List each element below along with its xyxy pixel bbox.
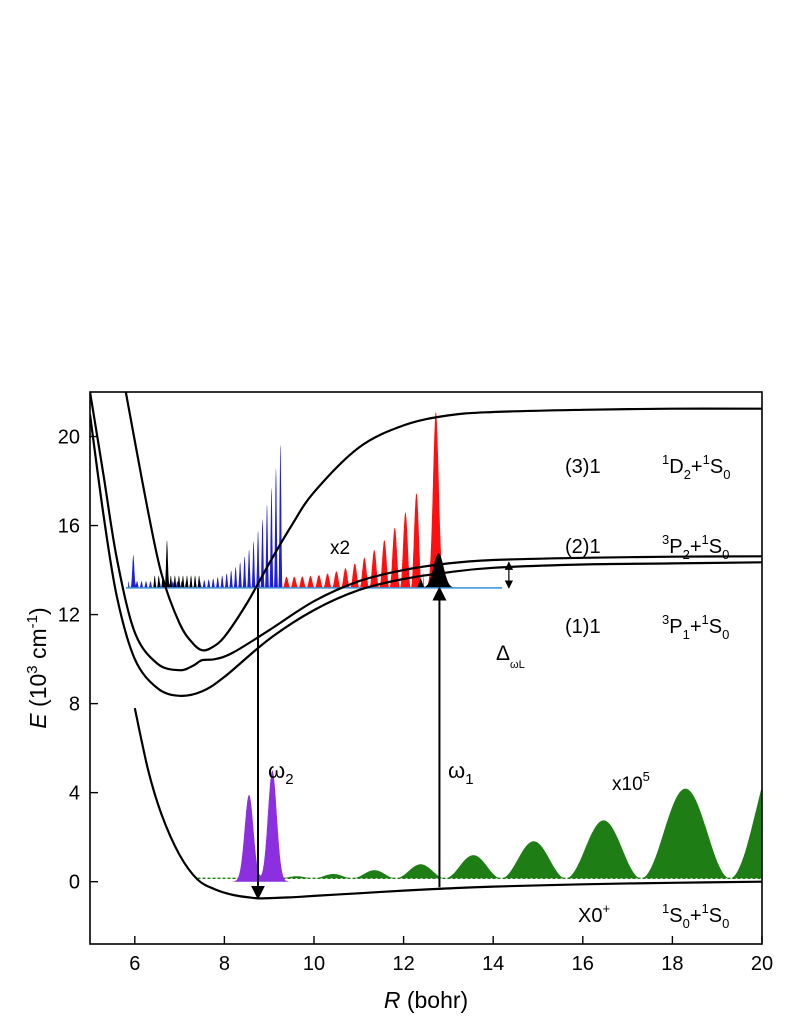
scale-label-x2: x2 <box>330 538 350 559</box>
curve-2-1 <box>90 392 762 672</box>
asymptote-label-3p2: 3P2+1S0 <box>662 532 729 562</box>
potential-curves <box>90 392 762 900</box>
state-label-1-1: (1)1 <box>565 616 601 638</box>
y-axis-label: E (103 cm-1) <box>24 607 51 728</box>
y-tick-label-4: 4 <box>69 783 80 805</box>
omega-1-label: ω1 <box>448 758 474 788</box>
violet-bound-packet <box>224 770 297 882</box>
x-tick-label-12: 12 <box>392 953 414 975</box>
state-label-x0: X0+ <box>578 901 610 927</box>
curve-3-1 <box>124 392 762 652</box>
x-tick-label-14: 14 <box>482 953 504 975</box>
y-tick-label-12: 12 <box>58 605 80 627</box>
plot-frame <box>89 391 763 945</box>
asymptote-label-3p1: 3P1+1S0 <box>662 612 729 642</box>
asymptote-label-1s0: 1S0+1S0 <box>662 901 729 931</box>
y-tick-label-16: 16 <box>58 516 80 538</box>
axis-ticks: 6 8 10 12 14 16 18 20 0 4 8 12 16 20 <box>58 427 773 975</box>
wavepackets <box>125 412 762 882</box>
x-tick-label-20: 20 <box>751 953 773 975</box>
state-label-3-1: (3)1 <box>565 456 601 478</box>
omega-2-label: ω2 <box>268 758 294 788</box>
x-axis-label: R (bohr) <box>384 987 468 1013</box>
asymptote-label-1d2: 1D2+1S0 <box>662 452 730 482</box>
y-tick-label-0: 0 <box>69 872 80 894</box>
delta-label: ΔωL <box>496 642 525 671</box>
x-tick-label-10: 10 <box>303 953 325 975</box>
blue-excited-packet <box>128 444 283 588</box>
y-tick-label-20: 20 <box>58 427 80 449</box>
curve-1-1 <box>90 414 762 698</box>
green-continuum-packet <box>197 786 762 879</box>
x-tick-label-16: 16 <box>572 953 594 975</box>
x-tick-label-18: 18 <box>661 953 683 975</box>
curve-x0 <box>133 707 762 900</box>
black-outer-packet <box>412 553 458 588</box>
x-tick-label-8: 8 <box>219 953 230 975</box>
scale-label-x10-5: x105 <box>612 769 650 795</box>
x-tick-label-6: 6 <box>129 953 140 975</box>
transition-arrows <box>251 561 514 900</box>
state-label-2-1: (2)1 <box>565 536 601 558</box>
y-tick-label-8: 8 <box>69 694 80 716</box>
plot-area <box>90 392 762 900</box>
